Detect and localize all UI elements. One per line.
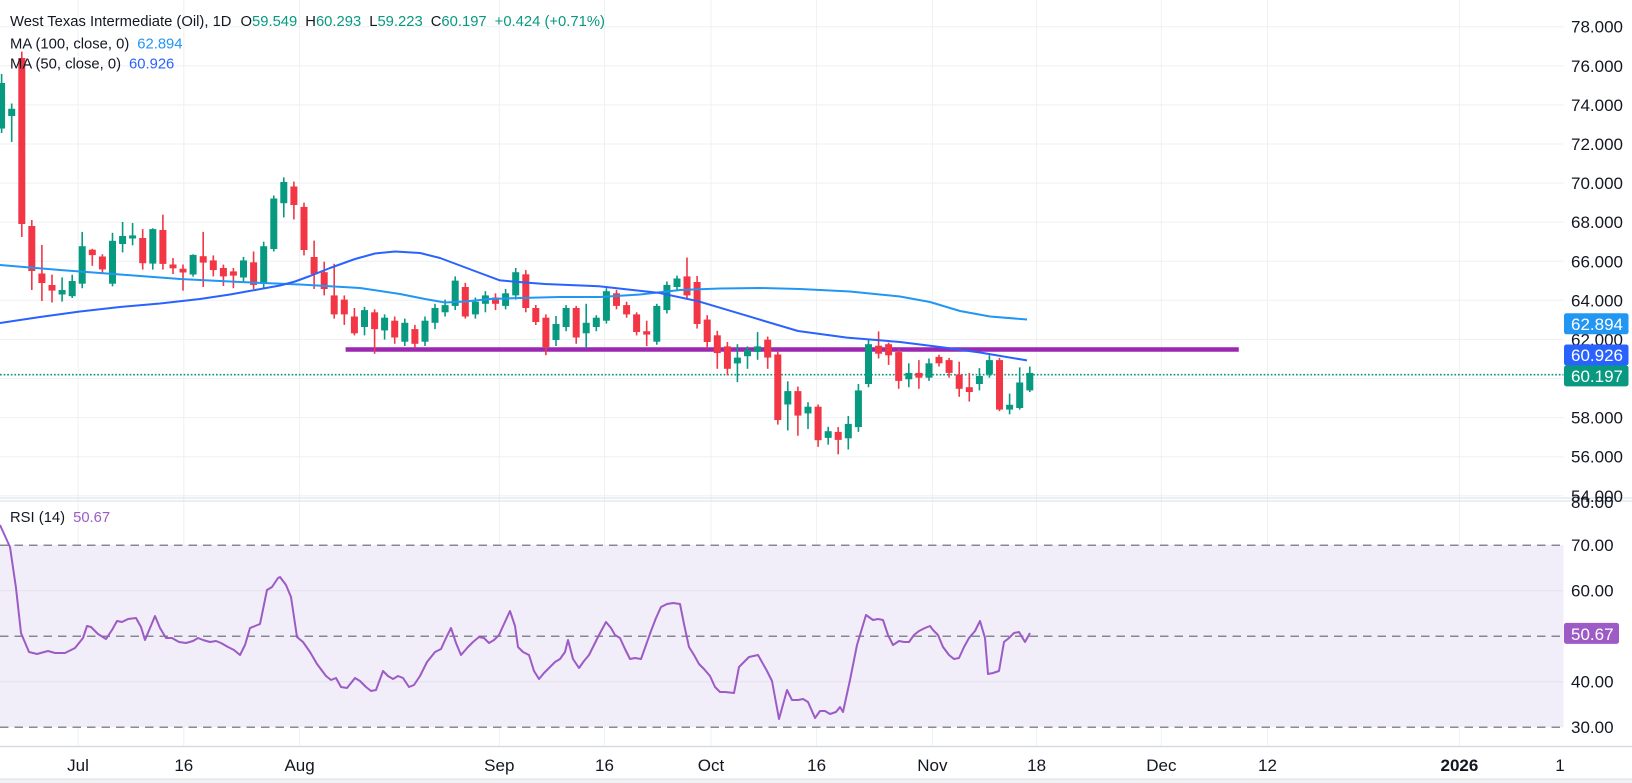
svg-text:16: 16	[174, 756, 193, 775]
svg-text:76.000: 76.000	[1571, 57, 1623, 76]
svg-text:64.000: 64.000	[1571, 291, 1623, 310]
svg-text:Jul: Jul	[67, 756, 89, 775]
svg-text:54.000: 54.000	[1571, 487, 1623, 506]
svg-text:Dec: Dec	[1146, 756, 1177, 775]
svg-text:68.000: 68.000	[1571, 213, 1623, 232]
svg-text:78.000: 78.000	[1571, 18, 1623, 37]
svg-text:56.000: 56.000	[1571, 448, 1623, 467]
svg-text:2026: 2026	[1440, 756, 1478, 775]
svg-text:74.000: 74.000	[1571, 96, 1623, 115]
svg-text:16: 16	[595, 756, 614, 775]
svg-text:16: 16	[807, 756, 826, 775]
svg-text:18: 18	[1027, 756, 1046, 775]
svg-text:66.000: 66.000	[1571, 252, 1623, 271]
svg-text:RSI (14)50.67: RSI (14) 50.67	[10, 510, 110, 526]
svg-text:72.000: 72.000	[1571, 135, 1623, 154]
svg-text:Oct: Oct	[698, 756, 725, 775]
svg-text:50.67: 50.67	[1571, 625, 1614, 644]
svg-text:Aug: Aug	[284, 756, 314, 775]
svg-text:Nov: Nov	[917, 756, 948, 775]
svg-text:MA (50, close, 0)60.926: MA (50, close, 0) 60.926	[10, 57, 174, 73]
svg-text:70.000: 70.000	[1571, 174, 1623, 193]
svg-text:62.894: 62.894	[1571, 315, 1623, 334]
svg-text:Sep: Sep	[484, 756, 514, 775]
svg-text:58.000: 58.000	[1571, 409, 1623, 428]
svg-text:West Texas Intermediate (Oil),: West Texas Intermediate (Oil), 1D O59.549…	[10, 14, 605, 30]
svg-text:60.00: 60.00	[1571, 582, 1614, 601]
svg-text:60.197: 60.197	[1571, 367, 1623, 386]
svg-text:1: 1	[1555, 756, 1564, 775]
svg-text:MA (100, close, 0)62.894: MA (100, close, 0) 62.894	[10, 37, 183, 53]
svg-text:80.00: 80.00	[1571, 493, 1614, 512]
svg-text:30.00: 30.00	[1571, 718, 1614, 737]
svg-text:40.00: 40.00	[1571, 673, 1614, 692]
svg-text:60.926: 60.926	[1571, 346, 1623, 365]
svg-text:12: 12	[1258, 756, 1277, 775]
svg-text:70.00: 70.00	[1571, 536, 1614, 555]
